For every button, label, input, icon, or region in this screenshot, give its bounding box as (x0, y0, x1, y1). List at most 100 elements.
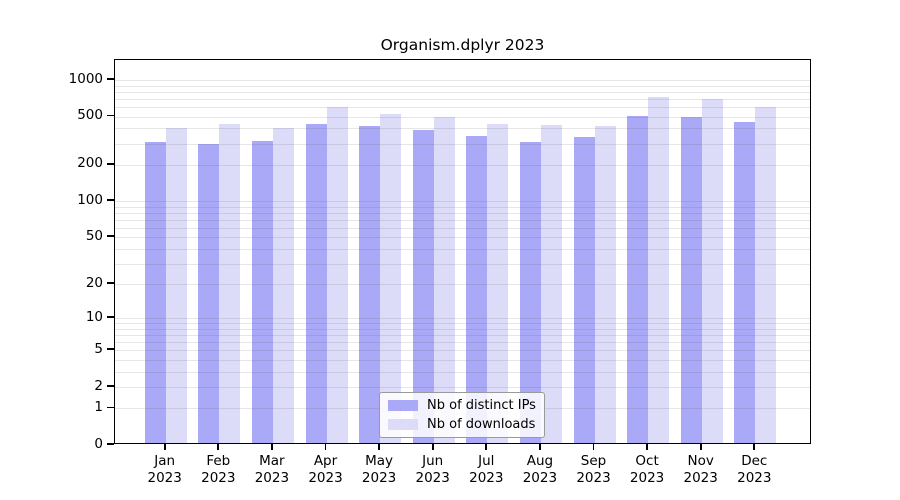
chart-title: Organism.dplyr 2023 (380, 36, 545, 54)
gridline-200 (115, 164, 810, 166)
x-tick-mark-oct (646, 444, 648, 450)
x-tick-label-may: May 2023 (361, 453, 397, 486)
y-tick-mark-10 (107, 316, 114, 319)
x-tick-label-sep: Sep 2023 (576, 453, 611, 486)
y-tick-mark-5 (107, 348, 114, 351)
bar-distinct-ips-mar (251, 140, 273, 443)
bar-downloads-apr (326, 106, 348, 443)
gridline-700 (115, 98, 810, 100)
gridline-10 (115, 318, 810, 320)
bar-downloads-aug (540, 125, 562, 443)
bar-downloads-jun (433, 116, 455, 443)
y-tick-mark-1 (107, 406, 114, 409)
gridline-300 (115, 143, 810, 145)
bar-downloads-mar (272, 127, 294, 443)
gridline-800 (115, 91, 810, 93)
y-tick-label-1000: 1000 (68, 70, 103, 87)
gridline-3 (115, 371, 810, 373)
gridline-60 (115, 227, 810, 229)
bar-downloads-oct (648, 96, 670, 443)
gridline-20 (115, 284, 810, 286)
plot-area: Nb of distinct IPs Nb of downloads (114, 59, 811, 444)
gridline-8 (115, 328, 810, 330)
x-tick-mark-jul (485, 444, 488, 450)
y-tick-mark-50 (107, 235, 114, 238)
x-tick-mark-jun (431, 444, 434, 450)
gridline-6 (115, 342, 810, 344)
x-tick-mark-nov (699, 444, 702, 450)
x-tick-label-aug: Aug 2023 (522, 453, 558, 486)
gridline-5 (115, 350, 810, 352)
bar-distinct-ips-apr (305, 123, 327, 443)
y-tick-label-100: 100 (77, 191, 103, 208)
legend-item-downloads: Nb of downloads (388, 417, 536, 434)
bar-downloads-feb (219, 123, 241, 443)
bar-distinct-ips-may (359, 125, 381, 443)
gridline-2 (115, 387, 810, 388)
y-tick-label-200: 200 (77, 155, 103, 172)
gridline-30 (115, 263, 810, 265)
gridline-400 (115, 128, 810, 130)
gridline-100 (115, 201, 810, 203)
bar-distinct-ips-jan (144, 141, 166, 443)
x-tick-label-jun: Jun 2023 (415, 453, 450, 486)
bar-downloads-jan (165, 128, 187, 443)
bar-distinct-ips-jun (412, 129, 434, 443)
y-tick-mark-20 (107, 282, 114, 285)
bar-downloads-may (380, 113, 402, 443)
y-tick-label-5: 5 (94, 340, 103, 357)
gridline-900 (115, 85, 810, 87)
x-tick-label-nov: Nov 2023 (683, 453, 718, 486)
bar-downloads-sep (594, 125, 616, 443)
gridline-70 (115, 219, 810, 221)
x-tick-label-dec: Dec 2023 (737, 453, 772, 486)
bar-distinct-ips-feb (198, 144, 220, 443)
gridline-90 (115, 206, 810, 208)
gridline-1000 (115, 80, 810, 81)
y-tick-mark-0 (107, 443, 114, 445)
bar-distinct-ips-sep (573, 137, 595, 443)
x-tick-mark-mar (271, 444, 273, 450)
bar-downloads-jul (487, 123, 509, 443)
bar-distinct-ips-aug (519, 141, 541, 443)
legend-swatch-distinct-ips-icon (388, 399, 418, 411)
x-tick-mark-sep (592, 444, 595, 450)
gridline-600 (115, 106, 810, 108)
x-tick-label-jul: Jul 2023 (469, 453, 504, 486)
y-tick-mark-500 (107, 114, 114, 117)
legend-label-distinct-ips: Nb of distinct IPs (427, 397, 536, 413)
y-tick-label-0: 0 (94, 435, 103, 452)
bar-distinct-ips-dec (734, 121, 756, 443)
legend-label-downloads: Nb of downloads (427, 417, 536, 433)
x-tick-label-oct: Oct 2023 (629, 453, 665, 486)
y-tick-mark-2 (107, 385, 114, 387)
gridline-40 (115, 248, 810, 250)
y-tick-label-10: 10 (85, 308, 103, 325)
y-tick-label-20: 20 (85, 274, 103, 291)
bar-distinct-ips-oct (627, 116, 649, 443)
x-tick-mark-aug (539, 444, 541, 450)
gridline-500 (115, 116, 810, 118)
x-tick-label-jan: Jan 2023 (147, 453, 182, 486)
bar-distinct-ips-nov (680, 116, 702, 443)
legend-swatch-downloads-icon (388, 419, 418, 431)
y-tick-mark-100 (107, 199, 114, 202)
gridline-7 (115, 335, 810, 337)
y-tick-label-2: 2 (94, 377, 103, 394)
x-tick-mark-apr (324, 444, 327, 450)
x-tick-mark-jan (163, 444, 166, 450)
bar-downloads-nov (701, 98, 723, 443)
y-tick-mark-1000 (107, 78, 114, 80)
y-tick-label-500: 500 (77, 107, 103, 124)
x-tick-mark-feb (217, 444, 220, 450)
legend-item-distinct-ips: Nb of distinct IPs (388, 397, 536, 414)
legend: Nb of distinct IPs Nb of downloads (379, 392, 545, 438)
y-tick-mark-200 (107, 162, 114, 165)
x-tick-label-mar: Mar 2023 (254, 453, 290, 486)
y-tick-label-50: 50 (85, 227, 103, 244)
bar-distinct-ips-jul (466, 135, 488, 443)
x-tick-label-feb: Feb 2023 (201, 453, 236, 486)
gridline-9 (115, 323, 810, 325)
x-tick-mark-may (378, 444, 380, 450)
